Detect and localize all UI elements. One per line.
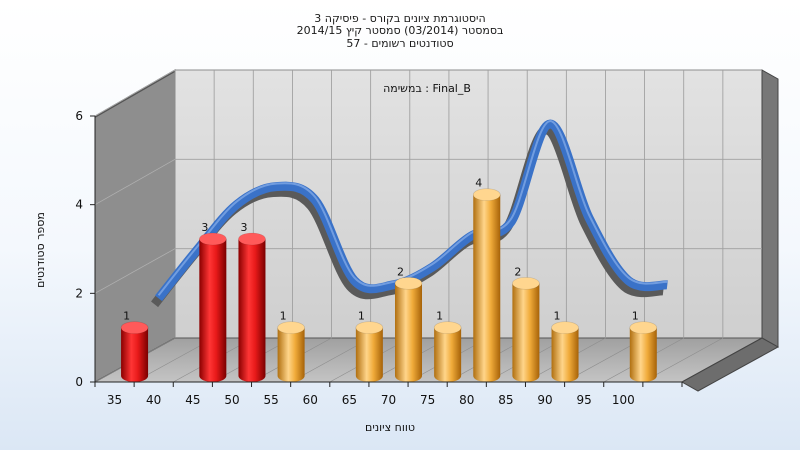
bar-cap xyxy=(512,277,540,290)
bar-cap xyxy=(472,188,501,201)
axes: 0 2 4 6 35 40 45 50 55 60 65 70 75 80 85 90 95 100 xyxy=(75,109,683,407)
curve-line xyxy=(155,119,668,302)
bar-body xyxy=(629,327,657,382)
bar-value-label: 4 xyxy=(475,177,482,190)
bars: 1 3 3 1 1 2 1 4 2 1 1 xyxy=(120,177,658,383)
bar-value-label: 3 xyxy=(240,221,247,234)
bar-value-label: 1 xyxy=(280,310,287,323)
chart-title-line-2: בסמסטר (03/2014) סמסטר קיץ 2014/15 xyxy=(296,24,504,37)
bar-cap xyxy=(394,277,423,290)
bar-body xyxy=(551,327,579,382)
x-tick-label: 35 xyxy=(107,393,122,407)
bar: 1 xyxy=(551,310,579,382)
left-wall-grid xyxy=(94,69,176,117)
x-tick-label: 40 xyxy=(146,393,161,407)
bar: 3 xyxy=(238,221,266,383)
bar-cap xyxy=(433,321,462,334)
bar-body xyxy=(355,327,383,382)
curve-highlight xyxy=(157,120,668,296)
left-wall-grid xyxy=(94,248,176,294)
bar-cap xyxy=(120,321,149,334)
x-tick-label: 55 xyxy=(263,393,278,407)
bar-value-label: 2 xyxy=(397,265,404,278)
floor xyxy=(94,337,763,383)
x-tick-label: 100 xyxy=(612,393,635,407)
bar-value-label: 1 xyxy=(358,310,365,323)
bar-cap xyxy=(551,321,579,334)
bar: 1 xyxy=(277,310,305,382)
bar-value-label: 3 xyxy=(201,221,208,234)
x-axis-title: טווח ציונים xyxy=(365,421,415,434)
x-tick-label: 50 xyxy=(224,393,239,407)
bar-cap xyxy=(629,321,658,334)
distribution-curve xyxy=(151,119,668,308)
bar: 4 xyxy=(472,177,501,382)
bar-body xyxy=(434,327,462,382)
y-tick-label: 6 xyxy=(75,109,83,123)
chart-title-line-1: היסטוגרמת ציונים בקורס - פיסיקה 3 xyxy=(314,12,486,25)
y-tick-label: 2 xyxy=(75,286,83,300)
bar: 1 xyxy=(355,310,384,382)
y-tick-label: 4 xyxy=(75,198,83,212)
bar-cap xyxy=(238,232,266,246)
x-tick-label: 65 xyxy=(342,393,357,407)
x-tick-label: 90 xyxy=(537,393,552,407)
bar-body xyxy=(395,283,422,382)
y-axis-title: מספר סטודנטים xyxy=(34,212,47,288)
x-tick-label: 45 xyxy=(185,393,200,407)
bar-body xyxy=(199,239,227,382)
right-wall-edge xyxy=(761,69,779,348)
bar-value-label: 1 xyxy=(436,310,443,323)
y-tick-label: 0 xyxy=(75,375,83,389)
bar-cap xyxy=(199,232,227,246)
x-tick-label: 60 xyxy=(303,393,318,407)
x-tick-label: 85 xyxy=(498,393,513,407)
chart-title-line-3: סטודנטים רשומים - 57 xyxy=(346,37,454,50)
bar-body xyxy=(238,239,266,383)
bar: 1 xyxy=(120,310,149,382)
bar: 2 xyxy=(512,265,540,382)
left-wall-grid xyxy=(94,158,176,206)
x-tick-label: 75 xyxy=(420,393,435,407)
bar-body xyxy=(277,327,305,382)
bar-cap xyxy=(277,321,305,334)
bar-body xyxy=(121,327,149,382)
bar: 3 xyxy=(199,221,227,382)
x-tick-label: 80 xyxy=(459,393,474,407)
bar: 1 xyxy=(433,310,462,382)
x-tick-label: 95 xyxy=(577,393,592,407)
bar-value-label: 1 xyxy=(632,310,639,323)
bar-body xyxy=(473,194,501,382)
x-tick-label: 70 xyxy=(381,393,396,407)
bar-value-label: 1 xyxy=(123,310,130,323)
bar-cap xyxy=(355,321,384,334)
task-label: במשימה : Final_B xyxy=(383,82,471,95)
floor-front-edge xyxy=(680,337,780,392)
bar: 1 xyxy=(629,310,658,382)
bar-body xyxy=(512,283,540,382)
bar-value-label: 2 xyxy=(514,265,521,278)
left-wall-top-edge xyxy=(95,70,175,118)
bar: 2 xyxy=(394,265,423,382)
bar-value-label: 1 xyxy=(554,310,561,323)
